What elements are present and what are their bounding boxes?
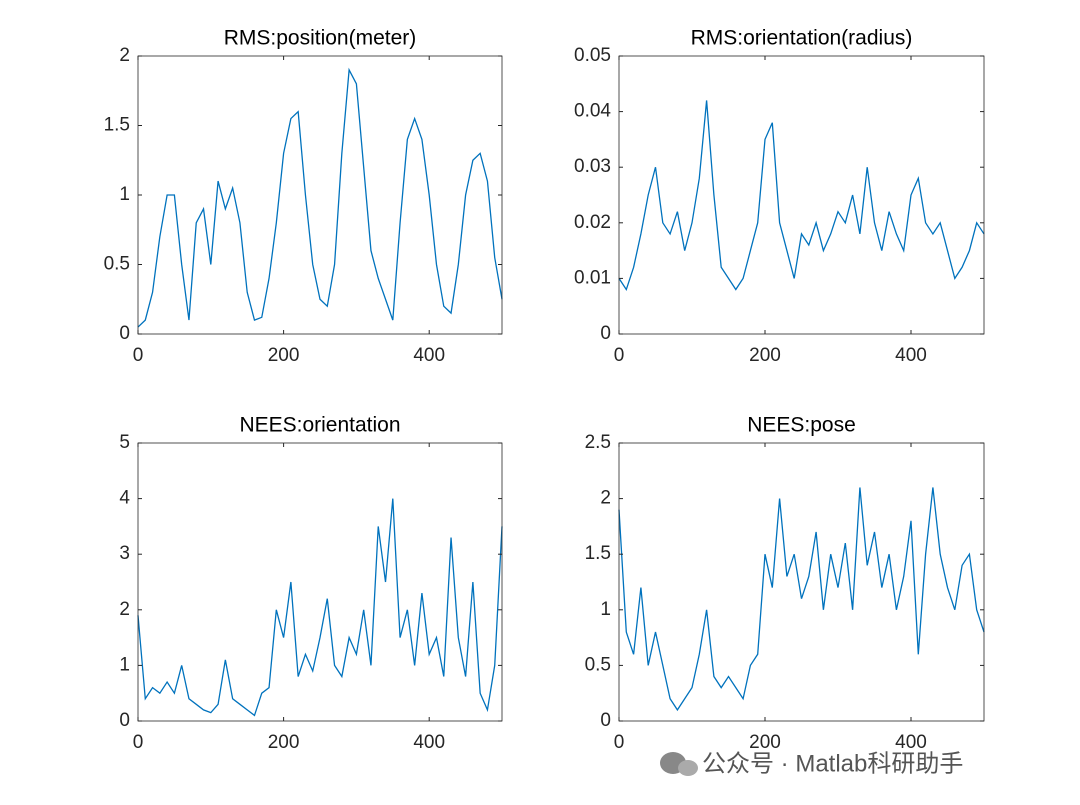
x-tick-label: 0: [133, 732, 144, 753]
plot-area: [619, 443, 984, 721]
watermark-text: 公众号 · Matlab科研助手: [702, 750, 963, 777]
x-tick-label: 400: [895, 345, 927, 366]
y-tick-label: 0: [119, 323, 130, 344]
y-tick-label: 1: [119, 654, 130, 675]
x-tick-label: 200: [749, 732, 781, 753]
axes-box: [618, 442, 985, 722]
chart-title: RMS:position(meter): [224, 27, 417, 50]
watermark-icon: [678, 760, 698, 776]
data-line: [618, 100, 985, 292]
y-tick-label: 1: [600, 599, 611, 620]
y-tick-label: 0.02: [574, 212, 611, 233]
plot-area: [619, 56, 984, 334]
y-tick-label: 0: [119, 710, 130, 731]
x-tick-label: 0: [614, 345, 625, 366]
y-tick-label: 2: [600, 488, 611, 509]
x-tick-label: 200: [268, 345, 300, 366]
y-tick-label: 1.5: [585, 543, 611, 564]
axes-box: [618, 55, 985, 335]
x-tick-label: 0: [133, 345, 144, 366]
x-tick-label: 400: [895, 732, 927, 753]
y-tick-label: 0: [600, 710, 611, 731]
subplot: 0 0.5 1 1.5 2 0 200 400 RMS:position(meter): [104, 27, 503, 366]
x-tick-label: 400: [413, 345, 445, 366]
y-tick-label: 5: [119, 432, 130, 453]
plot-area: [138, 56, 502, 334]
watermark: 公众号 · Matlab科研助手: [660, 750, 963, 777]
y-tick-label: 0.01: [574, 267, 611, 288]
x-tick-label: 0: [614, 732, 625, 753]
y-tick-label: 2.5: [585, 432, 611, 453]
y-tick-label: 0.05: [574, 45, 611, 66]
data-line: [618, 487, 985, 712]
subplot: 0 0.5 1 1.5 2 2.5 0 200 400 NEES:pose: [585, 414, 985, 753]
subplot: 0 1 2 3 4 5 0 200 400 NEES:orientation: [119, 414, 503, 753]
chart-title: NEES:orientation: [239, 414, 400, 437]
subplot: 0 0.01 0.02 0.03 0.04 0.05 0 200 400 RMS:orientat…: [574, 27, 985, 366]
chart-title: RMS:orientation(radius): [691, 27, 913, 50]
x-tick-label: 200: [268, 732, 300, 753]
y-tick-label: 3: [119, 543, 130, 564]
y-tick-label: 2: [119, 45, 130, 66]
y-tick-label: 1.5: [104, 115, 130, 136]
y-tick-label: 0.03: [574, 156, 611, 177]
x-tick-label: 400: [413, 732, 445, 753]
data-line: [137, 498, 503, 717]
x-tick-label: 200: [749, 345, 781, 366]
axes-box: [137, 442, 503, 722]
y-tick-label: 0.5: [585, 654, 611, 675]
y-tick-label: 0.04: [574, 101, 611, 122]
chart-title: NEES:pose: [747, 414, 856, 437]
y-tick-label: 4: [119, 488, 130, 509]
y-tick-label: 0.5: [104, 254, 130, 275]
y-tick-label: 1: [119, 184, 130, 205]
y-tick-label: 0: [600, 323, 611, 344]
y-tick-label: 2: [119, 599, 130, 620]
data-line: [137, 67, 503, 328]
plot-area: [138, 443, 502, 721]
